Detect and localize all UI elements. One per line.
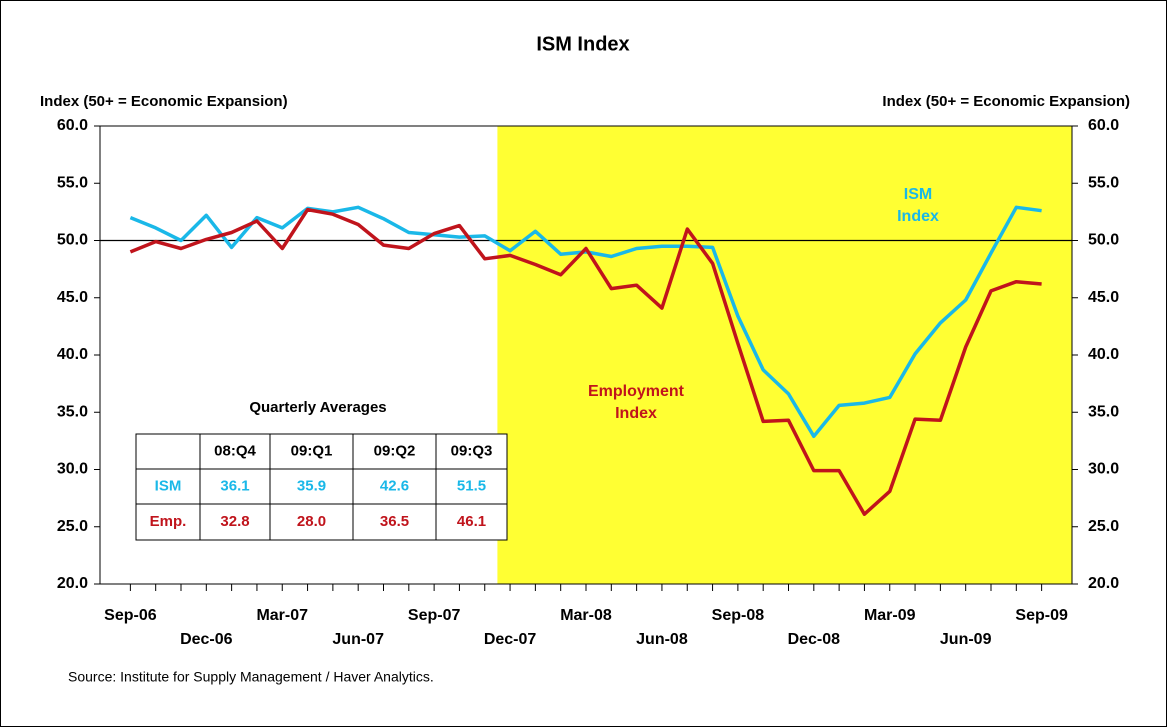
table-row-name: ISM — [155, 477, 182, 494]
y-tick-label: 25.0 — [57, 518, 88, 535]
table-cell: 35.9 — [297, 477, 326, 494]
x-tick-label: Mar-09 — [864, 607, 916, 624]
x-tick-label: Dec-08 — [788, 631, 841, 648]
data-line — [129, 205, 1042, 439]
x-tick-label: Sep-09 — [1015, 607, 1068, 624]
y2-tick-label: 55.0 — [1088, 174, 1119, 191]
y2-tick-label: 35.0 — [1088, 403, 1119, 420]
x-tick-label: Jun-07 — [332, 631, 384, 648]
table-cell: 36.5 — [380, 513, 409, 530]
table-cell: 36.1 — [220, 477, 249, 494]
y2-tick-label: 50.0 — [1088, 232, 1119, 249]
y2-tick-label: 20.0 — [1088, 575, 1119, 592]
table-header: 09:Q2 — [374, 442, 416, 459]
table-header: 08:Q4 — [214, 442, 256, 459]
table-header: 09:Q1 — [291, 442, 333, 459]
annotation: Index — [897, 208, 939, 225]
table-header: 09:Q3 — [451, 442, 493, 459]
y2-tick-label: 25.0 — [1088, 518, 1119, 535]
y-tick-label: 50.0 — [57, 232, 88, 249]
x-tick-label: Sep-06 — [104, 607, 157, 624]
table-cell: 42.6 — [380, 477, 409, 494]
x-tick-label: Jun-09 — [940, 631, 992, 648]
chart-title: ISM Index — [536, 33, 629, 55]
x-tick-label: Dec-06 — [180, 631, 233, 648]
data-line — [129, 207, 1042, 516]
y2-tick-label: 60.0 — [1088, 117, 1119, 134]
x-tick-label: Sep-07 — [408, 607, 461, 624]
y-tick-label: 55.0 — [57, 174, 88, 191]
y-tick-label: 45.0 — [57, 289, 88, 306]
table-row-name: Emp. — [150, 513, 187, 530]
y-tick-label: 30.0 — [57, 461, 88, 478]
x-tick-label: Sep-08 — [712, 607, 765, 624]
y-tick-label: 20.0 — [57, 575, 88, 592]
x-tick-label: Dec-07 — [484, 631, 537, 648]
x-tick-label: Mar-08 — [560, 607, 612, 624]
y2-tick-label: 40.0 — [1088, 346, 1119, 363]
table-cell: 51.5 — [457, 477, 486, 494]
y2-tick-label: 45.0 — [1088, 289, 1119, 306]
y-tick-label: 40.0 — [57, 346, 88, 363]
y2-axis-title: Index (50+ = Economic Expansion) — [882, 93, 1130, 110]
y-tick-label: 60.0 — [57, 117, 88, 134]
table-bg — [135, 433, 508, 541]
x-tick-label: Mar-07 — [256, 607, 308, 624]
annotation: Employment — [588, 383, 685, 400]
shaded-region — [497, 126, 1072, 584]
annotation: ISM — [904, 186, 932, 203]
annotation: Index — [615, 405, 657, 422]
y2-tick-label: 30.0 — [1088, 461, 1119, 478]
y-axis-title: Index (50+ = Economic Expansion) — [40, 93, 288, 110]
table-cell: 46.1 — [457, 513, 486, 530]
x-tick-label: Jun-08 — [636, 631, 688, 648]
table-title: Quarterly Averages — [249, 399, 386, 416]
y-tick-label: 35.0 — [57, 403, 88, 420]
source-note: Source: Institute for Supply Management … — [68, 669, 434, 685]
table-cell: 32.8 — [220, 513, 249, 530]
table-cell: 28.0 — [297, 513, 326, 530]
